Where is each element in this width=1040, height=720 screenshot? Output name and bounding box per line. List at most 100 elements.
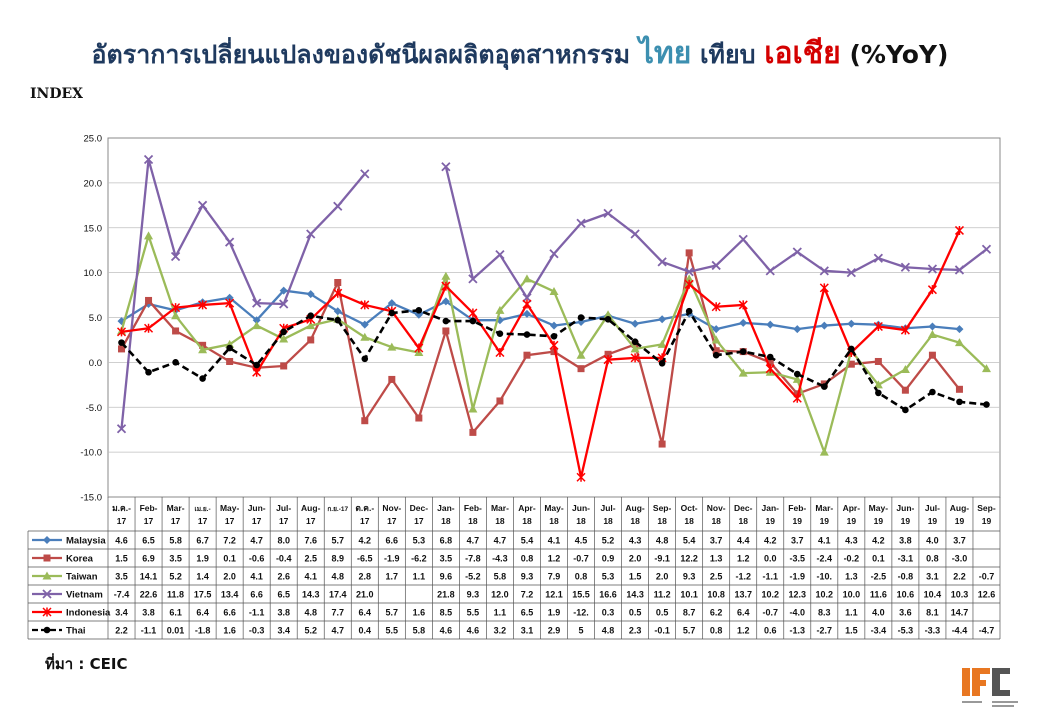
table-cell-malaysia: 4.1 — [818, 536, 831, 546]
table-cell-vietnam: 13.7 — [734, 590, 752, 600]
data-point-vietnam — [441, 162, 451, 172]
x-tick-label-year: 17 — [360, 516, 370, 526]
data-point-korea — [118, 345, 126, 353]
data-point-thai — [280, 328, 287, 336]
data-point-korea — [172, 327, 180, 335]
data-point-malaysia — [658, 315, 667, 324]
data-point-thai — [523, 331, 531, 338]
table-cell-taiwan: 4.1 — [304, 572, 317, 582]
table-cell-taiwan: 5.3 — [602, 572, 615, 582]
x-tick-label: Aug- — [301, 503, 321, 513]
data-point-vietnam — [603, 208, 613, 219]
table-cell-malaysia: 4.2 — [764, 536, 777, 546]
x-tick-label: Oct- — [681, 503, 698, 513]
table-cell-taiwan: 4.8 — [331, 572, 344, 582]
data-point-korea — [523, 351, 531, 359]
table-cell-thai: -5.3 — [898, 626, 914, 636]
data-point-vietnam — [900, 262, 911, 272]
data-point-thai — [253, 361, 260, 369]
x-tick-label: Nov- — [707, 503, 726, 513]
table-cell-korea: -0.7 — [573, 554, 589, 564]
data-point-taiwan — [441, 271, 451, 280]
table-cell-korea: -0.4 — [276, 554, 292, 564]
table-cell-korea: 8.9 — [331, 554, 344, 564]
data-point-indonesia — [630, 353, 640, 363]
data-point-taiwan — [900, 365, 910, 374]
x-tick-label-year: 19 — [847, 516, 857, 526]
table-cell-malaysia: 4.0 — [926, 536, 939, 546]
legend-marker-taiwan — [42, 571, 52, 580]
data-point-taiwan — [684, 274, 694, 283]
table-cell-thai: 2.2 — [115, 626, 128, 636]
title-thai: ไทย — [638, 36, 692, 71]
table-cell-malaysia: 4.6 — [115, 536, 128, 546]
x-tick-label-year: 17 — [198, 516, 208, 526]
table-cell-thai: 3.4 — [277, 626, 290, 636]
table-cell-taiwan: 1.3 — [845, 572, 858, 582]
table-cell-vietnam: 21.0 — [356, 590, 374, 600]
table-cell-malaysia: 5.8 — [169, 536, 182, 546]
table-cell-thai: -1.1 — [141, 626, 157, 636]
table-cell-vietnam: 6.6 — [250, 590, 263, 600]
table-cell-taiwan: 1.7 — [386, 572, 399, 582]
table-cell-korea: 2.0 — [629, 554, 642, 564]
data-point-taiwan — [657, 339, 667, 348]
data-point-korea — [604, 350, 612, 358]
data-point-taiwan — [738, 368, 748, 377]
table-cell-vietnam: 14.3 — [302, 590, 320, 600]
x-tick-label-year: 18 — [576, 516, 586, 526]
table-cell-taiwan: -5.2 — [465, 572, 481, 582]
table-cell-thai: -2.7 — [817, 626, 833, 636]
x-tick-label-year: 19 — [982, 516, 992, 526]
table-cell-malaysia: 7.6 — [304, 536, 317, 546]
series-line-indonesia — [121, 229, 961, 479]
table-cell-korea: 1.2 — [737, 554, 750, 564]
table-cell-korea: 6.9 — [142, 554, 155, 564]
x-tick-label: Jun- — [896, 503, 914, 513]
x-tick-label: Sep- — [977, 503, 996, 513]
table-cell-malaysia: 4.2 — [359, 536, 372, 546]
data-point-thai — [766, 353, 774, 361]
data-point-indonesia — [252, 367, 262, 377]
table-cell-vietnam: 22.6 — [140, 590, 158, 600]
data-point-korea — [658, 440, 666, 448]
table-cell-indonesia: 14.7 — [951, 608, 969, 618]
data-point-korea — [280, 362, 288, 370]
data-point-taiwan — [522, 274, 532, 283]
table-cell-thai: 5.7 — [683, 626, 696, 636]
table-cell-indonesia: 8.1 — [926, 608, 939, 618]
table-cell-vietnam: 9.3 — [467, 590, 480, 600]
x-tick-label: Mar- — [815, 503, 833, 513]
table-cell-vietnam: 12.3 — [789, 590, 807, 600]
table-cell-vietnam: 17.5 — [194, 590, 212, 600]
data-point-vietnam — [170, 251, 181, 262]
table-cell-indonesia: 6.5 — [521, 608, 534, 618]
x-tick-label-year: 17 — [117, 516, 127, 526]
data-point-taiwan — [954, 338, 964, 347]
x-tick-label: Mar- — [491, 503, 509, 513]
y-tick-label: -10.0 — [80, 448, 102, 459]
x-tick-label: May- — [869, 503, 889, 513]
data-point-korea — [226, 357, 234, 365]
table-cell-indonesia: 1.1 — [494, 608, 507, 618]
data-point-malaysia — [360, 320, 369, 329]
table-cell-indonesia: -1.1 — [249, 608, 265, 618]
data-point-thai — [415, 307, 423, 314]
y-tick-label: 15.0 — [84, 223, 103, 234]
data-point-taiwan — [468, 404, 478, 413]
data-point-vietnam — [711, 260, 721, 271]
table-cell-indonesia: 6.2 — [710, 608, 723, 618]
data-point-indonesia — [441, 281, 451, 291]
data-point-thai — [658, 359, 666, 367]
data-point-thai — [226, 344, 233, 352]
data-point-thai — [983, 401, 990, 408]
y-tick-label: 25.0 — [84, 134, 103, 145]
data-point-indonesia — [468, 308, 478, 318]
data-point-korea — [955, 385, 963, 393]
table-cell-thai: 0.6 — [764, 626, 777, 636]
data-point-malaysia — [739, 318, 748, 327]
table-cell-malaysia: 3.8 — [899, 536, 912, 546]
data-point-korea — [766, 358, 774, 366]
table-cell-korea: -3.0 — [952, 554, 968, 564]
data-point-taiwan — [927, 330, 937, 339]
